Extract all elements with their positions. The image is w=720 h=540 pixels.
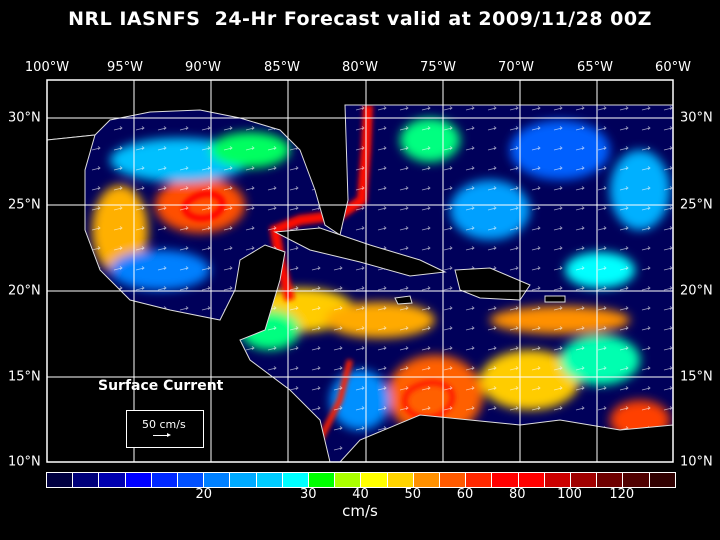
lon-label: 100°W bbox=[24, 60, 70, 75]
colorbar-swatch bbox=[387, 473, 413, 487]
lat-label-left: 20°N bbox=[8, 283, 41, 299]
map-title: NRL IASNFS 24-Hr Forecast valid at 2009/… bbox=[68, 8, 652, 30]
colorbar-swatch bbox=[466, 473, 492, 487]
lon-label: 90°W bbox=[185, 60, 221, 75]
colorbar-tick-label: 120 bbox=[609, 487, 635, 502]
lat-label-right: 10°N bbox=[680, 454, 713, 470]
colorbar-unit: cm/s bbox=[342, 502, 378, 520]
reference-vector-box: 50 cm/s bbox=[126, 410, 204, 448]
colorbar-swatch bbox=[518, 473, 544, 487]
colorbar-swatch bbox=[544, 473, 571, 487]
lat-label-left: 10°N bbox=[8, 454, 41, 470]
lat-label-right: 20°N bbox=[680, 283, 713, 299]
graticule bbox=[47, 80, 673, 462]
lon-label: 80°W bbox=[342, 60, 378, 75]
lat-label-left: 30°N bbox=[8, 110, 41, 126]
reference-arrow-icon bbox=[153, 433, 171, 437]
colorbar-swatch bbox=[125, 473, 151, 487]
colorbar-tick-label: 80 bbox=[508, 487, 526, 502]
colorbar-swatch bbox=[256, 473, 282, 487]
colorbar-swatch bbox=[178, 473, 204, 487]
legend-title: Surface Current bbox=[98, 378, 224, 394]
colorbar-tick-label: 30 bbox=[299, 487, 317, 502]
colorbar-swatch bbox=[282, 473, 309, 487]
colorbar bbox=[46, 472, 676, 488]
colorbar-swatch bbox=[204, 473, 230, 487]
land bbox=[47, 80, 673, 462]
colorbar-swatch bbox=[335, 473, 361, 487]
lat-label-right: 25°N bbox=[680, 197, 713, 213]
colorbar-swatch bbox=[649, 473, 675, 487]
colorbar-tick-label: 100 bbox=[557, 487, 582, 502]
colorbar-swatch bbox=[571, 473, 597, 487]
colorbar-swatch bbox=[73, 473, 99, 487]
lon-label: 75°W bbox=[420, 60, 456, 75]
colorbar-tick-label: 40 bbox=[352, 487, 369, 502]
lon-label: 85°W bbox=[264, 60, 300, 75]
lon-label: 60°W bbox=[655, 60, 691, 75]
colorbar-tick-label: 20 bbox=[195, 487, 213, 502]
colorbar-swatch bbox=[47, 473, 73, 487]
colorbar-swatch bbox=[99, 473, 125, 487]
lat-label-left: 15°N bbox=[8, 369, 41, 385]
lat-label-right: 30°N bbox=[680, 110, 713, 126]
colorbar-swatch bbox=[230, 473, 256, 487]
colorbar-swatch bbox=[361, 473, 387, 487]
lat-label-left: 25°N bbox=[8, 197, 41, 213]
lon-label: 95°W bbox=[107, 60, 143, 75]
colorbar-swatch bbox=[413, 473, 440, 487]
lon-label: 70°W bbox=[498, 60, 534, 75]
colorbar-swatch bbox=[440, 473, 466, 487]
colorbar-swatch bbox=[151, 473, 178, 487]
reference-vector-label: 50 cm/s bbox=[142, 418, 186, 431]
colorbar-swatch bbox=[623, 473, 649, 487]
colorbar-swatch bbox=[597, 473, 623, 487]
map-frame bbox=[46, 79, 674, 463]
colorbar-tick-label: 60 bbox=[456, 487, 474, 502]
colorbar-tick-label: 50 bbox=[404, 487, 422, 502]
colorbar-swatch bbox=[492, 473, 518, 487]
lon-label: 65°W bbox=[577, 60, 613, 75]
lat-label-right: 15°N bbox=[680, 369, 713, 385]
colorbar-swatch bbox=[309, 473, 335, 487]
